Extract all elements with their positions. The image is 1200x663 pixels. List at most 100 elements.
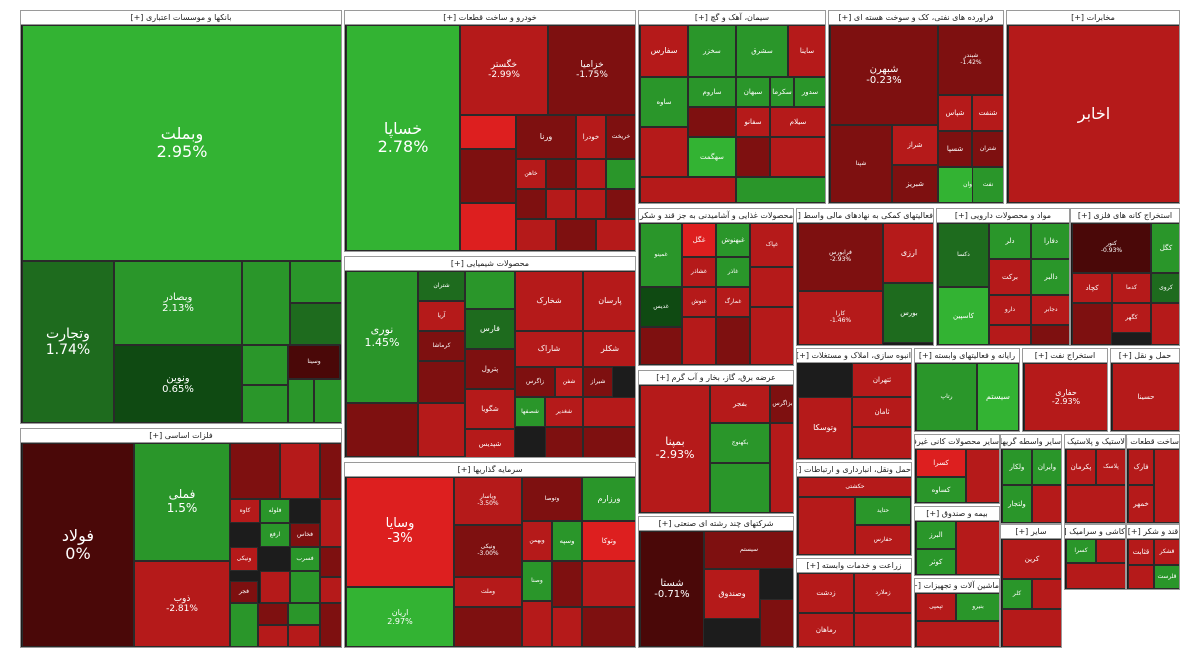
minor-stock-tile[interactable]: [750, 307, 793, 365]
sector-header[interactable]: قند و شکر [+]: [1127, 525, 1179, 539]
stock-tile[interactable]: شغدیر: [545, 397, 583, 427]
stock-tile[interactable]: سکرما: [770, 77, 794, 107]
stock-tile[interactable]: غبهنوش: [716, 223, 750, 257]
stock-tile[interactable]: کسرا: [916, 449, 966, 477]
stock-tile[interactable]: دلر: [989, 223, 1031, 259]
stock-tile[interactable]: فجر: [230, 581, 258, 603]
minor-stock-tile[interactable]: [1031, 325, 1069, 345]
stock-tile[interactable]: سیستم: [977, 363, 1019, 431]
minor-stock-tile[interactable]: [1066, 485, 1125, 523]
stock-tile[interactable]: حفارس: [855, 525, 911, 555]
sector-header[interactable]: سایر [+]: [1001, 525, 1061, 539]
stock-tile[interactable]: ساینا: [788, 25, 825, 77]
stock-tile[interactable]: فخاس: [290, 523, 320, 547]
minor-stock-tile[interactable]: [314, 379, 341, 423]
minor-stock-tile[interactable]: [460, 203, 516, 251]
stock-tile[interactable]: وسپه: [552, 521, 582, 561]
sector-header[interactable]: سیمان، آهک و گچ [+]: [639, 11, 825, 25]
sector-header[interactable]: سایر واسطه گریها [+]: [1001, 435, 1061, 449]
stock-tile[interactable]: کساوه: [916, 477, 966, 503]
sector-header[interactable]: استخراج کانه های فلزی [+]: [1071, 209, 1179, 223]
minor-stock-tile[interactable]: [989, 325, 1031, 345]
stock-tile[interactable]: کرماشا: [418, 331, 465, 361]
minor-stock-tile[interactable]: [1002, 609, 1061, 647]
stock-tile[interactable]: شفن: [555, 367, 583, 397]
minor-stock-tile[interactable]: [288, 603, 320, 625]
sector-header[interactable]: سایر محصولات کانی غیرفلزی [+]: [915, 435, 999, 449]
stock-tile[interactable]: شپاس: [938, 95, 972, 131]
minor-stock-tile[interactable]: [545, 427, 583, 457]
stock-tile[interactable]: اخابر: [1008, 25, 1179, 203]
stock-tile[interactable]: نفت: [972, 167, 1003, 203]
sector-header[interactable]: حمل و نقل [+]: [1111, 349, 1179, 363]
stock-tile[interactable]: غنوش: [682, 287, 716, 317]
stock-tile[interactable]: خریخت: [606, 115, 635, 159]
stock-tile[interactable]: شصفها: [515, 397, 545, 427]
minor-stock-tile[interactable]: [770, 423, 793, 513]
stock-tile[interactable]: شاراک: [515, 331, 583, 367]
stock-tile[interactable]: خاهن: [516, 159, 546, 189]
minor-stock-tile[interactable]: [260, 571, 290, 603]
minor-stock-tile[interactable]: [710, 463, 770, 513]
minor-stock-tile[interactable]: [956, 521, 999, 575]
minor-stock-tile[interactable]: [552, 607, 582, 647]
stock-tile[interactable]: ساروم: [688, 77, 736, 107]
minor-stock-tile[interactable]: [750, 267, 793, 307]
stock-tile[interactable]: شگویا: [465, 389, 515, 429]
stock-tile[interactable]: دکسا: [938, 223, 989, 287]
minor-stock-tile[interactable]: [418, 361, 465, 403]
minor-stock-tile[interactable]: [516, 189, 546, 219]
minor-stock-tile[interactable]: [320, 577, 341, 603]
stock-tile[interactable]: زدشت: [798, 573, 854, 613]
minor-stock-tile[interactable]: [1096, 539, 1125, 563]
sector-header[interactable]: عرضه برق، گاز، بخار و آب گرم [+]: [639, 371, 793, 385]
sector-header[interactable]: فلزات اساسی [+]: [21, 429, 341, 443]
stock-tile[interactable]: سفارس: [640, 25, 688, 77]
minor-stock-tile[interactable]: [290, 261, 341, 303]
sector-header[interactable]: محصولات شیمیایی [+]: [345, 257, 635, 271]
minor-stock-tile[interactable]: [320, 603, 341, 647]
stock-tile[interactable]: شبریز: [892, 165, 938, 203]
stock-tile[interactable]: کارا -1.46%: [798, 291, 883, 345]
stock-tile[interactable]: شیراز: [583, 367, 613, 397]
stock-tile[interactable]: سخزر: [688, 25, 736, 77]
stock-tile[interactable]: کاسپین: [938, 287, 989, 345]
stock-tile[interactable]: فارس: [465, 309, 515, 349]
stock-tile[interactable]: رتاپ: [916, 363, 977, 431]
stock-tile[interactable]: پترول: [465, 349, 515, 389]
minor-stock-tile[interactable]: [320, 547, 341, 577]
minor-stock-tile[interactable]: [465, 271, 515, 309]
sector-header[interactable]: ساخت قطعات [+]: [1127, 435, 1179, 449]
minor-stock-tile[interactable]: [346, 403, 418, 457]
stock-tile[interactable]: سهگمت: [688, 137, 736, 177]
minor-stock-tile[interactable]: [576, 159, 606, 189]
stock-tile[interactable]: شستا -0.71%: [640, 531, 704, 647]
stock-tile[interactable]: ولکار: [1002, 449, 1032, 485]
minor-stock-tile[interactable]: [258, 603, 288, 625]
sector-header[interactable]: مواد و محصولات دارویی [+]: [937, 209, 1069, 223]
stock-tile[interactable]: سشرق: [736, 25, 788, 77]
stock-tile[interactable]: حکشتی: [798, 477, 911, 497]
minor-stock-tile[interactable]: [290, 303, 341, 345]
minor-stock-tile[interactable]: [606, 159, 635, 189]
stock-tile[interactable]: قشکر: [1154, 539, 1179, 565]
minor-stock-tile[interactable]: [682, 317, 716, 365]
stock-tile[interactable]: بزاگرس: [770, 385, 793, 423]
minor-stock-tile[interactable]: [736, 137, 770, 177]
minor-stock-tile[interactable]: [460, 115, 516, 149]
stock-tile[interactable]: کرین: [1002, 539, 1061, 579]
minor-stock-tile[interactable]: [852, 427, 911, 459]
stock-tile[interactable]: کوثر: [916, 549, 956, 575]
minor-stock-tile[interactable]: [288, 625, 320, 647]
stock-tile[interactable]: پکرمان: [1066, 449, 1096, 485]
minor-stock-tile[interactable]: [916, 621, 999, 647]
minor-stock-tile[interactable]: [230, 603, 258, 647]
stock-tile[interactable]: فلوله: [260, 499, 290, 523]
minor-stock-tile[interactable]: [1032, 485, 1061, 523]
stock-tile[interactable]: پارسان: [583, 271, 635, 331]
stock-tile[interactable]: فارک: [1128, 449, 1154, 485]
minor-stock-tile[interactable]: [1151, 303, 1179, 345]
stock-tile[interactable]: شپنا: [830, 125, 892, 203]
stock-tile[interactable]: خودرا: [576, 115, 606, 159]
sector-header[interactable]: شرکتهای چند رشته ای صنعتی [+]: [639, 517, 793, 531]
